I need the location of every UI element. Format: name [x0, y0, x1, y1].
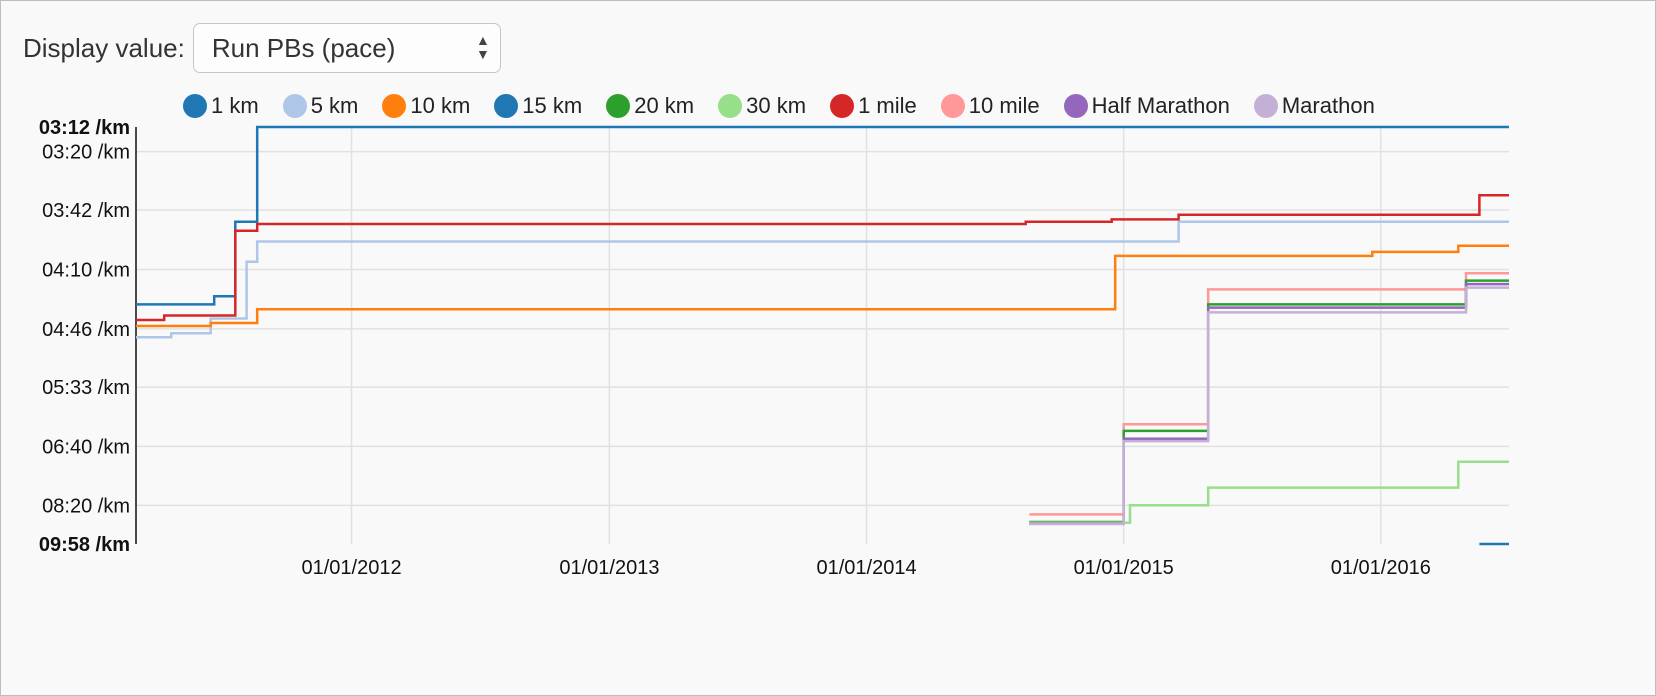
legend-swatch-icon: [940, 94, 965, 118]
legend-swatch-icon: [282, 94, 307, 118]
series-line-1-mile: [136, 193, 1509, 322]
legend-swatch-icon: [830, 94, 855, 118]
legend-swatch-icon: [718, 94, 743, 118]
legend-label: 30 km: [746, 93, 807, 118]
y-tick-label: 03:42 /km: [42, 200, 130, 222]
y-tick-label: 03:20 /km: [42, 142, 130, 164]
display-value-control: Display value: Run PBs (pace) ▲ ▼: [23, 23, 501, 73]
x-tick-label: 01/01/2015: [1074, 557, 1174, 579]
display-value-label: Display value:: [23, 32, 185, 63]
y-bound-label: 09:58 /km: [39, 534, 130, 556]
x-tick-label: 01/01/2014: [816, 557, 916, 579]
x-tick-label: 01/01/2013: [559, 557, 659, 579]
x-tick-label: 01/01/2012: [302, 557, 402, 579]
series-line-10-km: [136, 244, 1509, 328]
series-line-30-km: [1029, 460, 1509, 525]
legend-swatch-icon: [606, 94, 631, 118]
x-tick-label: 01/01/2016: [1331, 557, 1431, 579]
legend-label: 20 km: [634, 93, 695, 118]
legend-swatch-icon: [1253, 94, 1278, 118]
legend-label: 15 km: [522, 93, 583, 118]
legend-label: 1 km: [211, 93, 259, 118]
legend-label: 5 km: [310, 93, 359, 118]
legend-label: 10 mile: [968, 93, 1040, 118]
display-value-select[interactable]: Run PBs (pace) ▲ ▼: [192, 23, 501, 73]
legend-item[interactable]: 20 km: [606, 93, 694, 119]
legend-swatch-icon: [1063, 94, 1088, 118]
legend-item[interactable]: 10 km: [382, 93, 470, 119]
legend-swatch-icon: [494, 94, 519, 118]
y-tick-label: 08:20 /km: [42, 495, 130, 517]
legend-label: 10 km: [410, 93, 471, 118]
legend-swatch-icon: [183, 94, 207, 118]
legend-item[interactable]: 1 km: [183, 93, 259, 119]
legend-item[interactable]: 1 mile: [830, 93, 917, 119]
legend-item[interactable]: Half Marathon: [1063, 93, 1230, 119]
legend-swatch-icon: [382, 94, 407, 118]
legend-label: 1 mile: [858, 93, 917, 118]
y-tick-label: 04:10 /km: [42, 259, 130, 281]
series-line-20-km: [1029, 279, 1509, 524]
y-tick-label: 04:46 /km: [42, 319, 130, 341]
series-line-5-km: [136, 220, 1509, 339]
y-tick-label: 06:40 /km: [42, 436, 130, 458]
y-bound-label: 03:12 /km: [39, 117, 130, 139]
legend-item[interactable]: 30 km: [718, 93, 806, 119]
y-tick-label: 05:33 /km: [42, 377, 130, 399]
display-value-selected: Run PBs (pace): [211, 32, 396, 63]
legend-label: Marathon: [1281, 93, 1375, 118]
legend-item[interactable]: 10 mile: [940, 93, 1040, 119]
legend-item[interactable]: Marathon: [1253, 93, 1375, 119]
select-arrows-icon: ▲ ▼: [476, 32, 490, 62]
chart-legend: 1 km 5 km 10 km 15 km 20 km 30 km 1 mile 10 mil…: [183, 91, 1399, 121]
series-line-marathon: [1029, 286, 1509, 526]
legend-item[interactable]: 5 km: [282, 93, 359, 119]
legend-item[interactable]: 15 km: [494, 93, 582, 119]
legend-label: Half Marathon: [1091, 93, 1230, 118]
